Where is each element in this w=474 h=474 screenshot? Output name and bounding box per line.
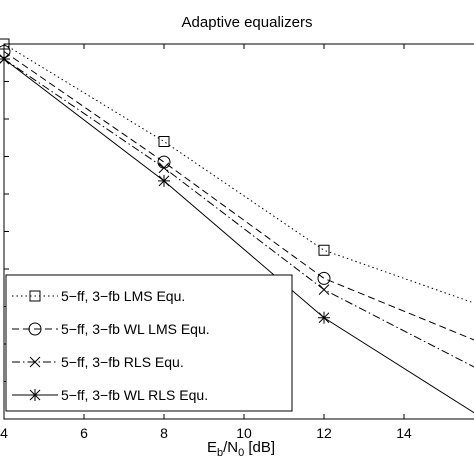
series-3-point-2 (158, 162, 170, 174)
legend-item-4: 5−ff, 3−fb WL RLS Equ. (12, 387, 208, 403)
series-line-4 (3, 58, 474, 414)
legend-item-1: 5−ff, 3−fb LMS Equ. (12, 288, 185, 304)
series-line-2 (3, 51, 474, 341)
legend-label: 5−ff, 3−fb WL RLS Equ. (61, 387, 208, 403)
series-4-point-1 (0, 53, 10, 65)
x-tick-label: 4 (0, 425, 8, 441)
series-2-point-1 (0, 45, 11, 58)
legend-item-2: 5−ff, 3−fb WL LMS Equ. (12, 321, 210, 337)
legend-label: 5−ff, 3−fb WL LMS Equ. (61, 321, 210, 337)
series-1-point-2 (158, 136, 170, 147)
legend: 5−ff, 3−fb LMS Equ. 5−ff, 3−fb WL LMS Equ… (5, 274, 293, 412)
x-tick-label: 8 (160, 425, 168, 441)
series-line-3 (3, 58, 474, 368)
chart-title: Adaptive equalizers (182, 14, 313, 31)
series-1-point-3 (318, 244, 330, 256)
series-3-point-3 (318, 284, 330, 295)
x-tick-label: 12 (316, 425, 332, 441)
legend-marker (29, 389, 41, 401)
legend-box (5, 274, 293, 412)
x-tick-label: 14 (396, 425, 412, 441)
series-2-point-3 (317, 271, 331, 285)
x-axis: 4 6 8 10 12 14 (0, 44, 412, 441)
legend-label: 5−ff, 3−fb RLS Equ. (61, 354, 184, 370)
legend-marker (29, 356, 41, 368)
x-axis-label: Eb/N0 [dB] (207, 439, 275, 459)
series-4-point-2 (158, 174, 170, 187)
legend-marker (28, 322, 42, 336)
legend-label: 5−ff, 3−fb LMS Equ. (61, 288, 185, 304)
x-tick-label: 10 (236, 425, 252, 441)
series-line-1 (3, 43, 474, 304)
legend-item-3: 5−ff, 3−fb RLS Equ. (12, 354, 184, 370)
series-4-point-3 (318, 311, 330, 324)
x-tick-label: 6 (80, 425, 88, 441)
legend-marker (29, 290, 41, 302)
series-2-point-2 (157, 155, 171, 169)
